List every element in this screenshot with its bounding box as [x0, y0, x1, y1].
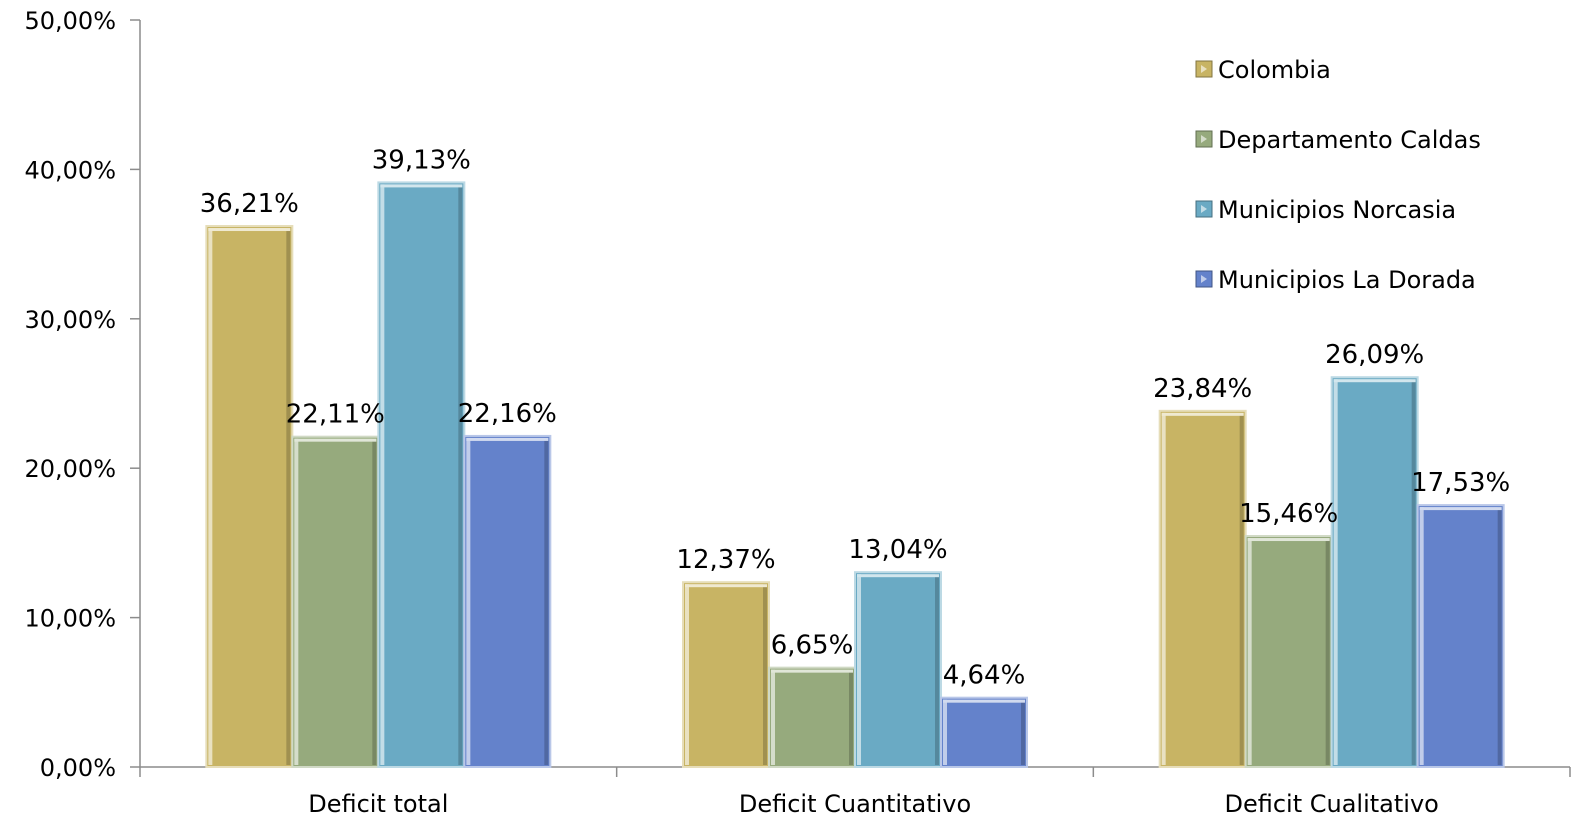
bar-bevel-left: [771, 669, 775, 765]
legend-swatch-glyph: [1201, 135, 1207, 143]
y-tick-label: 20,00%: [24, 455, 116, 483]
bar-bevel-right: [1325, 538, 1330, 765]
bar-bevel-left: [1419, 507, 1424, 765]
bar: [940, 696, 1028, 769]
data-label: 23,84%: [1153, 374, 1252, 404]
bar-bevel-left: [1333, 379, 1338, 765]
data-label: 26,09%: [1325, 340, 1424, 370]
bar-bevel-left: [380, 184, 385, 765]
data-label: 22,11%: [286, 400, 385, 430]
data-label: 36,21%: [200, 189, 299, 219]
bar-bevel-top: [1419, 507, 1502, 511]
bar-bevel-left: [208, 228, 213, 766]
legend-label: Municipios Norcasia: [1218, 196, 1456, 224]
bar-bevel-top: [1247, 538, 1330, 542]
bar-bevel-right: [286, 228, 291, 766]
data-label: 39,13%: [372, 145, 471, 175]
bar-bevel-top: [466, 437, 549, 441]
bar: [1244, 535, 1333, 768]
bar-bevel-top: [380, 184, 463, 188]
legend-label: Departamento Caldas: [1218, 126, 1481, 154]
bar: [768, 666, 856, 768]
bar-bevel-right: [1497, 507, 1502, 765]
bar-bevel-top: [943, 699, 1025, 703]
bar-bevel-top: [208, 228, 291, 232]
data-label: 22,16%: [458, 399, 557, 429]
legend-label: Municipios La Dorada: [1218, 266, 1476, 294]
bar-bevel-left: [1161, 412, 1166, 765]
bar-bevel-right: [458, 184, 463, 765]
bar: [1158, 409, 1247, 768]
bar-bevel-left: [685, 584, 689, 765]
data-label: 4,64%: [943, 661, 1026, 691]
legend-swatch-glyph: [1201, 65, 1207, 73]
x-tick-label: Deficit Cuantitativo: [739, 790, 971, 818]
bar-bevel-left: [294, 438, 299, 765]
data-label: 17,53%: [1411, 468, 1510, 498]
bar-bevel-right: [372, 438, 377, 765]
bar-bevel-right: [763, 584, 767, 765]
y-tick-label: 30,00%: [24, 306, 116, 334]
data-label: 6,65%: [771, 631, 854, 661]
data-label: 12,37%: [676, 545, 775, 575]
bar: [682, 581, 770, 768]
y-tick-label: 40,00%: [24, 156, 116, 184]
bar-bevel-right: [849, 669, 853, 765]
bars: [205, 181, 1505, 769]
bar-bevel-right: [1411, 379, 1416, 765]
x-tick-label: Deficit total: [308, 790, 448, 818]
data-label: 15,46%: [1239, 499, 1338, 529]
legend-swatch-glyph: [1201, 275, 1207, 283]
bar: [291, 435, 380, 768]
y-tick-label: 0,00%: [40, 754, 116, 782]
y-axis: 0,00% 10,00% 20,00% 30,00% 40,00% 50,00%: [24, 7, 141, 782]
bar-bevel-top: [771, 669, 853, 673]
bar-bevel-top: [685, 584, 767, 588]
bar-bevel-right: [935, 574, 939, 765]
bar: [854, 571, 942, 768]
bar-bevel-right: [1239, 412, 1244, 765]
bar-bevel-left: [466, 437, 471, 765]
data-label: 13,04%: [848, 535, 947, 565]
bar-bevel-right: [544, 437, 549, 765]
bar-bevel-top: [1161, 412, 1244, 416]
bar-bevel-top: [1333, 379, 1416, 383]
legend-swatch-glyph: [1201, 205, 1207, 213]
x-tick-label: Deficit Cualitativo: [1224, 790, 1438, 818]
legend: Colombia Departamento Caldas Municipios No…: [1195, 56, 1481, 294]
bar-bevel-right: [1021, 699, 1025, 765]
y-tick-label: 10,00%: [24, 605, 116, 633]
bar: [377, 181, 466, 768]
x-axis: Deficit total Deficit Cuantitativo Deficit…: [139, 766, 1571, 818]
bar-bevel-top: [857, 574, 939, 578]
bar-bevel-left: [857, 574, 861, 765]
bar: [205, 225, 294, 769]
bar-bevel-left: [1247, 538, 1252, 765]
bar: [463, 434, 552, 768]
bar-bevel-top: [294, 438, 377, 442]
legend-label: Colombia: [1218, 56, 1331, 84]
bar-bevel-left: [943, 699, 947, 765]
bar: [1416, 504, 1505, 768]
y-tick-label: 50,00%: [24, 7, 116, 35]
data-labels: 36,21% 12,37% 23,84% 22,11% 6,65% 15,46% 39,13…: [200, 145, 1510, 690]
bar: [1330, 376, 1419, 768]
